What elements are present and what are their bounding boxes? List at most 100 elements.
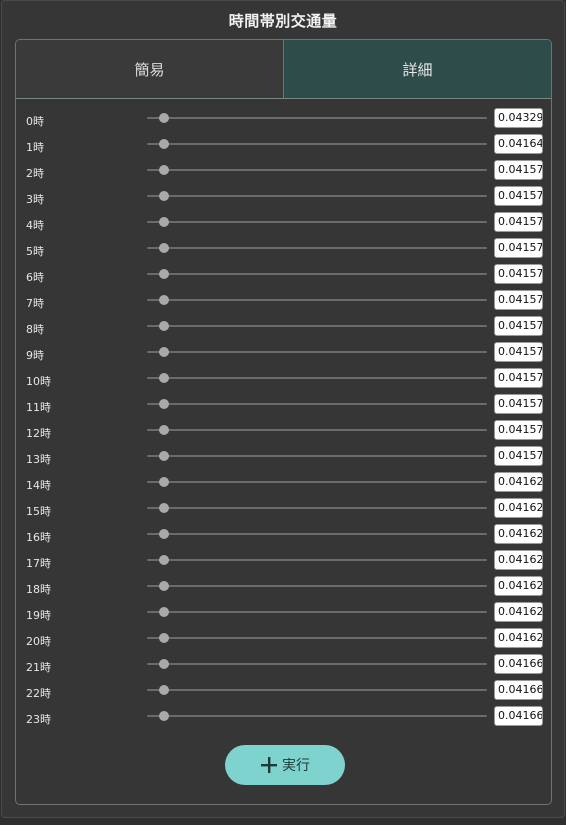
- slider-thumb[interactable]: [159, 347, 169, 357]
- hour-slider[interactable]: [147, 399, 487, 409]
- hour-row: 20時 0.04162: [16, 626, 551, 652]
- slider-thumb[interactable]: [159, 633, 169, 643]
- hour-label: 7時: [26, 297, 44, 310]
- slider-thumb[interactable]: [159, 217, 169, 227]
- hour-value-input[interactable]: 0.04157: [494, 212, 543, 232]
- slider-thumb[interactable]: [159, 607, 169, 617]
- hour-value-input[interactable]: 0.04166: [494, 706, 543, 726]
- hour-value-input[interactable]: 0.04162: [494, 524, 543, 544]
- hour-value-input[interactable]: 0.04157: [494, 290, 543, 310]
- hour-slider[interactable]: [147, 711, 487, 721]
- hour-slider[interactable]: [147, 529, 487, 539]
- hour-value-input[interactable]: 0.04157: [494, 264, 543, 284]
- hour-value-input[interactable]: 0.04157: [494, 368, 543, 388]
- hour-value-input[interactable]: 0.04157: [494, 420, 543, 440]
- hour-label: 10時: [26, 375, 51, 388]
- hour-label: 20時: [26, 635, 51, 648]
- hour-slider[interactable]: [147, 685, 487, 695]
- slider-thumb[interactable]: [159, 191, 169, 201]
- hour-slider[interactable]: [147, 503, 487, 513]
- hour-slider[interactable]: [147, 581, 487, 591]
- hour-slider[interactable]: [147, 555, 487, 565]
- hour-slider[interactable]: [147, 243, 487, 253]
- hour-row: 19時 0.04162: [16, 600, 551, 626]
- hour-label: 12時: [26, 427, 51, 440]
- hour-value-input[interactable]: 0.04329: [494, 108, 543, 128]
- hour-value-input[interactable]: 0.04162: [494, 602, 543, 622]
- slider-thumb[interactable]: [159, 425, 169, 435]
- hour-slider[interactable]: [147, 347, 487, 357]
- hour-value-input[interactable]: 0.04162: [494, 576, 543, 596]
- hour-value-input[interactable]: 0.04162: [494, 472, 543, 492]
- tab-detail[interactable]: 詳細: [284, 40, 551, 98]
- hour-label: 9時: [26, 349, 44, 362]
- slider-thumb[interactable]: [159, 295, 169, 305]
- slider-thumb[interactable]: [159, 243, 169, 253]
- slider-thumb[interactable]: [159, 269, 169, 279]
- slider-thumb[interactable]: [159, 503, 169, 513]
- hour-value-input[interactable]: 0.04157: [494, 394, 543, 414]
- hour-slider[interactable]: [147, 373, 487, 383]
- hour-value-input[interactable]: 0.04166: [494, 654, 543, 674]
- hour-slider[interactable]: [147, 269, 487, 279]
- slider-thumb[interactable]: [159, 581, 169, 591]
- hour-value-input[interactable]: 0.04164: [494, 134, 543, 154]
- hour-row: 8時 0.04157: [16, 314, 551, 340]
- slider-thumb[interactable]: [159, 685, 169, 695]
- page-title: 時間帯別交通量: [228, 12, 338, 30]
- hour-label: 13時: [26, 453, 51, 466]
- hour-slider[interactable]: [147, 477, 487, 487]
- hour-row: 3時 0.04157: [16, 184, 551, 210]
- hour-row: 9時 0.04157: [16, 340, 551, 366]
- hour-value-input[interactable]: 0.04157: [494, 446, 543, 466]
- hour-slider[interactable]: [147, 139, 487, 149]
- hour-row: 10時 0.04157: [16, 366, 551, 392]
- hour-value-input[interactable]: 0.04166: [494, 680, 543, 700]
- tab-simple[interactable]: 簡易: [16, 40, 284, 98]
- hour-slider[interactable]: [147, 165, 487, 175]
- hour-value-input[interactable]: 0.04157: [494, 342, 543, 362]
- hour-label: 16時: [26, 531, 51, 544]
- hour-value-input[interactable]: 0.04157: [494, 238, 543, 258]
- slider-thumb[interactable]: [159, 113, 169, 123]
- slider-thumb[interactable]: [159, 477, 169, 487]
- hour-value-input[interactable]: 0.04162: [494, 628, 543, 648]
- hour-slider[interactable]: [147, 425, 487, 435]
- slider-thumb[interactable]: [159, 139, 169, 149]
- slider-thumb[interactable]: [159, 555, 169, 565]
- hour-slider[interactable]: [147, 295, 487, 305]
- hour-value-input[interactable]: 0.04157: [494, 316, 543, 336]
- hour-slider[interactable]: [147, 633, 487, 643]
- slider-thumb[interactable]: [159, 529, 169, 539]
- hour-value-input[interactable]: 0.04162: [494, 550, 543, 570]
- slider-thumb[interactable]: [159, 451, 169, 461]
- slider-thumb[interactable]: [159, 165, 169, 175]
- hour-slider[interactable]: [147, 113, 487, 123]
- slider-thumb[interactable]: [159, 373, 169, 383]
- hour-label: 6時: [26, 271, 44, 284]
- hour-row: 4時 0.04157: [16, 210, 551, 236]
- hour-slider[interactable]: [147, 607, 487, 617]
- hour-slider[interactable]: [147, 451, 487, 461]
- hour-label: 21時: [26, 661, 51, 674]
- hour-label: 8時: [26, 323, 44, 336]
- hour-value-input[interactable]: 0.04162: [494, 498, 543, 518]
- hour-value-input[interactable]: 0.04157: [494, 160, 543, 180]
- hour-slider[interactable]: [147, 217, 487, 227]
- hour-label: 5時: [26, 245, 44, 258]
- slider-thumb[interactable]: [159, 711, 169, 721]
- hour-label: 23時: [26, 713, 51, 726]
- hour-slider[interactable]: [147, 659, 487, 669]
- hour-slider[interactable]: [147, 321, 487, 331]
- slider-thumb[interactable]: [159, 399, 169, 409]
- hour-value-input[interactable]: 0.04157: [494, 186, 543, 206]
- execute-button[interactable]: 実行: [225, 745, 345, 785]
- slider-thumb[interactable]: [159, 659, 169, 669]
- slider-thumb[interactable]: [159, 321, 169, 331]
- hour-slider[interactable]: [147, 191, 487, 201]
- tab-bar: 簡易 詳細: [16, 40, 551, 99]
- hourly-rows-list: 0時 0.04329 1時 0.04164 2時 0.04157 3時 0.04157 4時 0.…: [16, 106, 551, 730]
- hour-label: 22時: [26, 687, 51, 700]
- hour-label: 1時: [26, 141, 44, 154]
- hour-label: 14時: [26, 479, 51, 492]
